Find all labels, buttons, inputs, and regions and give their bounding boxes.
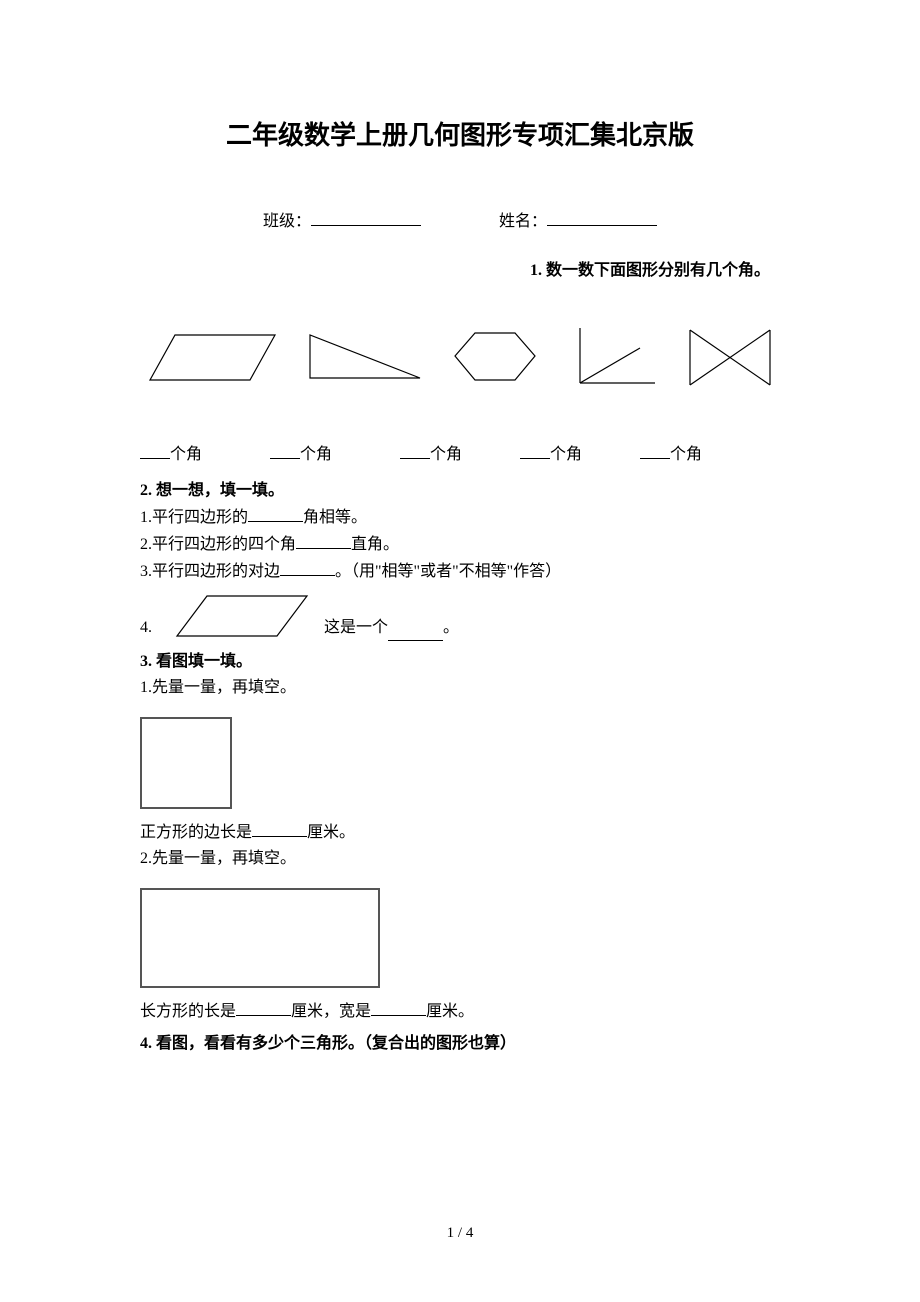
q3-sub2-ans: 长方形的长是 厘米，宽是 厘米。 [140, 998, 780, 1025]
q3-s1a: 正方形的边长是 [140, 824, 252, 841]
q4-head: 4. 看图，看看有多少个三角形。（复合出的图形也算） [140, 1029, 780, 1053]
q2-l2-blank[interactable] [296, 531, 351, 549]
q2-l1a: 1.平行四边形的 [140, 509, 248, 526]
q2-l2a: 2.平行四边形的四个角 [140, 536, 296, 553]
q2-line1: 1.平行四边形的 角相等。 [140, 504, 780, 531]
q1-suffix-5: 个角 [670, 440, 702, 464]
q3-sub1: 1.先量一量，再填空。 [140, 675, 780, 701]
q1-suffix-2: 个角 [300, 440, 332, 464]
q1-blank-5[interactable] [640, 441, 670, 459]
page-title: 二年级数学上册几何图形专项汇集北京版 [140, 115, 780, 152]
q2-l4a: 4. [140, 615, 152, 641]
shape-angle [565, 323, 660, 393]
shape-triangle [305, 330, 425, 385]
q1-shapes-row [140, 320, 780, 395]
q1-blank-1[interactable] [140, 441, 170, 459]
class-label: 班级： [263, 213, 311, 230]
info-row: 班级： 姓名： [140, 207, 780, 231]
q2-l2b: 直角。 [351, 536, 399, 553]
q1-ans-4: 个角 [520, 440, 640, 464]
q3-sub2: 2.先量一量，再填空。 [140, 846, 780, 872]
page-number: 1 / 4 [0, 1225, 920, 1242]
q2-l4-blank[interactable] [388, 623, 443, 641]
q1-ans-3: 个角 [400, 440, 520, 464]
q3-s2a: 长方形的长是 [140, 1003, 236, 1020]
q2-shape-parallelogram [172, 591, 312, 641]
q3-head: 3. 看图填一填。 [140, 647, 780, 671]
q1-ans-1: 个角 [140, 440, 270, 464]
q1-ans-5: 个角 [640, 440, 702, 464]
q1-blank-4[interactable] [520, 441, 550, 459]
q2-line2: 2.平行四边形的四个角 直角。 [140, 531, 780, 558]
q2-l3-blank[interactable] [280, 558, 335, 576]
q1-suffix-4: 个角 [550, 440, 582, 464]
shape-hexagon [450, 328, 540, 388]
q3-sub1-ans: 正方形的边长是 厘米。 [140, 819, 780, 846]
q1-blank-2[interactable] [270, 441, 300, 459]
q3-s2-blank1[interactable] [236, 998, 291, 1016]
shape-bowtie [685, 320, 775, 395]
q2-line3: 3.平行四边形的对边 。（用"相等"或者"不相等"作答） [140, 558, 780, 585]
q3-square [140, 717, 232, 809]
q1-ans-2: 个角 [270, 440, 400, 464]
q3-rectangle [140, 888, 380, 988]
q3-s1b: 厘米。 [307, 824, 355, 841]
q2-l1b: 角相等。 [303, 509, 367, 526]
q2-l1-blank[interactable] [248, 504, 303, 522]
q1-blank-3[interactable] [400, 441, 430, 459]
q3-s2c: 厘米。 [426, 1003, 474, 1020]
q1-answers-row: 个角 个角 个角 个角 个角 [140, 440, 780, 464]
name-label: 姓名： [499, 213, 547, 230]
q1-suffix-1: 个角 [170, 440, 202, 464]
q2-l4b: 这是一个 [324, 615, 388, 641]
q1-suffix-3: 个角 [430, 440, 462, 464]
q3-s1-blank[interactable] [252, 819, 307, 837]
class-blank[interactable] [311, 208, 421, 226]
q2-l3b: 。（用"相等"或者"不相等"作答） [335, 563, 561, 580]
q2-line4: 4. 这是一个 。 [140, 591, 780, 641]
q1-prompt: 1. 数一数下面图形分别有几个角。 [140, 256, 780, 280]
q2-head: 2. 想一想，填一填。 [140, 476, 780, 500]
shape-parallelogram [145, 330, 280, 385]
q3-s2-blank2[interactable] [371, 998, 426, 1016]
q3-s2b: 厘米，宽是 [291, 1003, 371, 1020]
q2-l4c: 。 [443, 615, 459, 641]
name-blank[interactable] [547, 208, 657, 226]
q2-l3a: 3.平行四边形的对边 [140, 563, 280, 580]
